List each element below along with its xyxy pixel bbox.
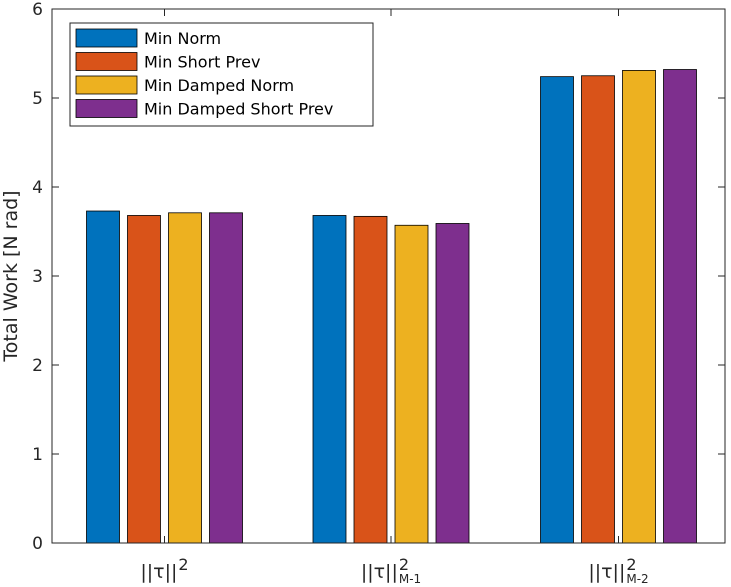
y-tick-label: 4 [32,178,43,198]
x-tick-label-sup: 2 [399,555,409,574]
bar-min-damped-short-prev-cat-2 [435,223,470,544]
bars-layer [86,69,697,544]
x-tick-label-sup: 2 [626,555,636,574]
legend-swatch [75,99,138,118]
legend-swatch [75,75,138,95]
bar-min-short-prev-cat-2 [353,215,388,544]
x-tick-label-sup: 2 [178,555,188,574]
bar-min-damped-norm-cat-2 [394,224,429,544]
legend-swatch [75,28,138,48]
bar-min-damped-short-prev-cat-3 [663,69,697,544]
legend-entry-label: Min Short Prev [144,53,260,72]
bar-min-short-prev-cat-3 [581,75,615,544]
x-axis: ||τ|| 2 ||τ|| 2M-1 ||τ|| 2M-2 [140,9,649,586]
y-tick-label: 1 [32,445,43,465]
legend-entry-label: Min Damped Short Prev [144,100,333,119]
x-tick-label-base: ||τ|| [140,561,177,583]
x-tick-label-base: ||τ|| [361,561,398,583]
x-tick-label-sub: M-1 [399,572,421,586]
y-axis: 0 1 2 3 4 5 6 [32,0,725,554]
legend: Min Norm Min Short Prev Min Damped Norm Min… [69,22,374,127]
bar-min-damped-norm-cat-1 [168,212,202,544]
legend-entry-label: Min Norm [144,29,221,48]
y-axis-title: Total Work [N rad] [0,190,22,362]
legend-swatch [75,52,138,71]
x-tick-label-sub: M-2 [626,572,648,586]
y-tick-label: 3 [32,267,43,287]
y-tick-label: 6 [32,0,43,20]
bar-min-norm-cat-1 [86,210,120,544]
x-tick-label-base: ||τ|| [588,561,625,583]
x-tick-label-3: ||τ|| 2M-2 [588,555,648,586]
x-tick-label-1: ||τ|| 2 [140,555,188,583]
bar-min-damped-norm-cat-3 [622,70,656,544]
y-tick-label: 0 [32,534,43,554]
x-tick-label-2: ||τ|| 2M-1 [361,555,421,586]
legend-entry-label: Min Damped Norm [144,76,294,95]
y-tick-label: 5 [32,89,43,109]
bar-min-norm-cat-2 [312,215,347,544]
bar-min-damped-short-prev-cat-1 [209,212,243,544]
bar-min-norm-cat-3 [540,76,574,544]
bar-min-short-prev-cat-1 [127,215,161,544]
y-tick-label: 2 [32,356,43,376]
